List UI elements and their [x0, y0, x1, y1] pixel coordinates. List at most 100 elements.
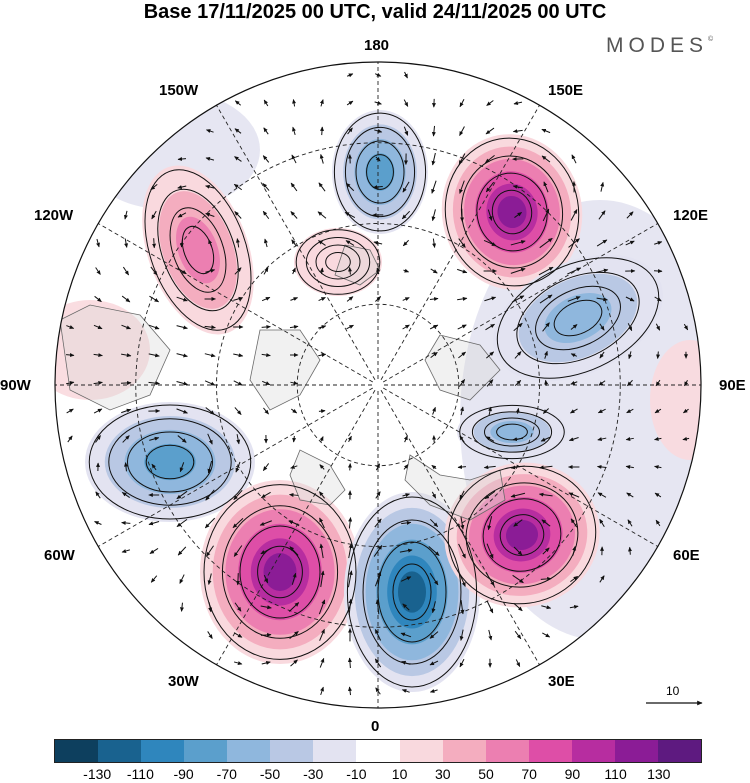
- wind-vector: [121, 408, 132, 414]
- wind-vector: [514, 212, 522, 218]
- colorbar-tick-label: 10: [391, 766, 408, 782]
- wind-vector: [487, 516, 493, 531]
- anomaly-negative-bering-contours: [333, 112, 427, 232]
- wind-vector: [401, 660, 411, 665]
- anomaly-positive-north-america-west: [142, 165, 254, 335]
- wind-vector: [403, 71, 408, 79]
- anomaly-negative-bering: [332, 110, 428, 234]
- wind-vector: [514, 351, 522, 359]
- wind-vector: [290, 380, 299, 385]
- wind-vector: [317, 211, 327, 219]
- wind-vector: [66, 325, 75, 329]
- wind-vector: [544, 379, 549, 386]
- contour-ring: [496, 257, 660, 379]
- wind-vector: [372, 185, 383, 190]
- wind-vector: [290, 211, 298, 219]
- wind-vector: [625, 240, 635, 246]
- wind-vector: [538, 492, 553, 497]
- wind-vector: [320, 686, 324, 696]
- contour-ring: [203, 484, 357, 660]
- wind-vector: [568, 437, 579, 442]
- wind-vector: [431, 601, 436, 614]
- anomaly-level: [263, 553, 297, 591]
- lon-label-120e: 120E: [673, 207, 709, 224]
- contour-ring: [447, 465, 597, 605]
- wind-vector: [121, 353, 132, 358]
- wind-vector: [262, 380, 271, 386]
- wind-vector: [570, 324, 578, 330]
- colorbar-tick-label: -10: [346, 766, 367, 782]
- contour-ring: [88, 404, 252, 520]
- wind-vector: [176, 380, 188, 386]
- anomaly-positive-russia-contours: [447, 465, 597, 605]
- wind-vector: [261, 296, 271, 302]
- wind-vector: [177, 267, 187, 275]
- wind-vector: [288, 520, 300, 526]
- wind-vector: [488, 629, 493, 641]
- contour-ring: [499, 514, 545, 556]
- wind-vector: [375, 687, 381, 695]
- wind-vector: [149, 295, 160, 303]
- wind-vector: [234, 267, 242, 275]
- wind-vector: [319, 628, 325, 641]
- wind-vector: [570, 209, 578, 221]
- wind-vector: [485, 127, 495, 135]
- wind-vector: [428, 546, 440, 556]
- wind-vector: [320, 570, 325, 588]
- wind-vector: [402, 181, 410, 193]
- wind-vector: [599, 518, 605, 528]
- anomaly-level: [176, 216, 220, 284]
- anomaly-negative-siberia-contours: [496, 257, 660, 379]
- wind-vector: [235, 461, 241, 473]
- wind-vector: [625, 296, 635, 302]
- wind-vector: [515, 659, 521, 668]
- wind-vector: [148, 381, 160, 386]
- anomaly-level: [365, 153, 395, 191]
- wind-vector: [94, 295, 102, 303]
- wind-vector: [66, 353, 75, 357]
- wind-vector: [430, 268, 438, 274]
- colorbar-bin: [657, 740, 701, 762]
- wind-vector: [233, 490, 243, 501]
- contour-ring: [535, 285, 621, 351]
- wind-vector: [541, 128, 551, 134]
- wind-vector: [179, 462, 185, 473]
- latitude-circle: [135, 142, 621, 628]
- anomaly-level: [544, 293, 612, 343]
- wind-vector: [402, 324, 410, 330]
- wind-vector: [290, 659, 298, 667]
- wind-vector: [290, 182, 298, 192]
- wind-vector: [486, 543, 494, 559]
- lon-label-150w: 150W: [159, 82, 199, 99]
- wind-vector: [207, 433, 213, 445]
- wind-vector: [94, 521, 102, 525]
- wind-vector: [261, 660, 271, 665]
- wind-vector: [234, 156, 242, 162]
- wind-vector: [290, 464, 298, 469]
- wind-vector: [291, 267, 296, 275]
- wind-vector: [682, 436, 690, 441]
- contour-ring: [496, 423, 528, 441]
- contour-ring: [476, 172, 548, 252]
- wind-vector: [654, 296, 662, 302]
- wind-vector: [403, 99, 409, 107]
- wind-vector: [542, 547, 550, 555]
- wind-vector: [429, 297, 439, 301]
- wind-vector: [232, 517, 244, 529]
- wind-vector: [399, 548, 413, 553]
- wind-vector: [597, 492, 607, 498]
- wind-vector: [318, 182, 326, 192]
- colorbar-bin: [98, 740, 142, 762]
- contour-ring: [362, 519, 462, 665]
- wind-vector: [684, 379, 689, 387]
- wind-vector: [431, 464, 437, 470]
- wind-vector: [291, 408, 298, 414]
- wind-vector: [235, 238, 240, 248]
- wind-vector: [486, 600, 494, 614]
- wind-vector: [540, 436, 552, 442]
- wind-vector: [514, 630, 522, 640]
- wind-vector: [683, 323, 689, 331]
- wind-vector: [373, 545, 383, 557]
- colorbar: [54, 739, 702, 763]
- wind-vector: [431, 180, 437, 194]
